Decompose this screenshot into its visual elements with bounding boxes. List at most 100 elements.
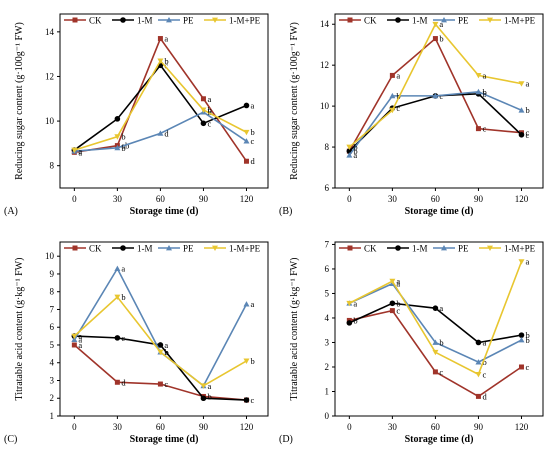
plot-frame [334,13,544,189]
y-axis-label: Titratable acid content (g·kg⁻¹ FW) [14,258,25,401]
legend-marker [487,17,493,23]
significance-label: a [525,257,529,267]
significance-label: a [396,276,400,286]
significance-label: b [353,142,357,152]
significance-label: a [482,70,486,80]
legend-label: CK [364,244,377,254]
y-tick-label: 8 [50,287,55,297]
significance-label: c [525,128,529,138]
data-point [200,395,207,402]
y-tick-label: 2 [50,393,55,403]
y-tick-label: 8 [50,161,55,171]
legend-marker [120,17,126,23]
significance-label: d [250,156,255,166]
significance-label: d [482,391,487,401]
legend-label: 1-M [412,16,428,26]
data-point [71,336,78,343]
significance-label: b [353,146,357,156]
data-point [432,21,439,28]
significance-label: a [121,264,125,274]
significance-label: b [525,335,529,345]
legend-marker [72,245,78,251]
significance-label: b [121,143,125,153]
legend-label: PE [183,244,194,254]
data-point [475,371,482,378]
significance-label: d [121,377,126,387]
x-tick-label: 90 [474,194,484,204]
y-tick-label: 6 [325,183,330,193]
data-point [389,72,395,78]
plot-frame [59,13,269,189]
panel-label: (A) [4,206,18,217]
data-point [243,397,250,403]
significance-label: b [396,298,400,308]
legend-label: 1-M+PE [229,16,261,26]
data-point [518,107,525,113]
significance-label: a [207,94,211,104]
legend-marker [441,245,447,251]
significance-label: c [250,395,254,405]
legend-label: 1-M [137,244,153,254]
series-line [348,22,522,148]
data-point [518,81,525,87]
data-point [475,88,482,95]
significance-label: a [525,79,529,89]
series-line [74,59,247,151]
series-line [348,90,522,156]
legend-marker [166,17,172,23]
data-point [200,96,206,102]
significance-label: a [250,299,254,309]
data-point [71,147,78,154]
significance-label: a [250,100,254,110]
data-point [432,36,438,42]
data-point [389,308,395,314]
significance-label: b [525,105,529,115]
data-point [200,383,207,389]
significance-label: a [439,303,443,313]
data-point [346,300,353,307]
significance-label: c [439,367,443,377]
significance-label: b [482,357,486,367]
legend-label: 1-M+PE [504,244,536,254]
data-point [157,58,164,64]
significance-label: b [164,56,168,66]
chart-c: 0 30 60 90 120 1 2 3 4 5 6 7 8 9 10 Storage time (d) Tit… [4,241,269,445]
data-point [71,342,77,348]
significance-label: b [121,132,125,142]
significance-label: a [78,146,82,156]
data-point [243,102,250,109]
y-tick-label: 6 [325,264,330,274]
data-point [518,364,524,370]
significance-label: c [482,124,486,134]
y-axis-label: Reducing sugar content (g·100g⁻¹ FW) [289,22,300,180]
significance-label: a [482,337,486,347]
chart-d: 0 30 60 90 120 0 1 2 3 4 5 6 7 Storage time (d) Titrat… [279,239,544,445]
legend-label: PE [458,244,469,254]
significance-label: b [164,347,168,357]
x-tick-label: 0 [347,194,352,204]
panel-label: (D) [279,434,293,445]
x-tick-label: 120 [240,422,254,432]
x-tick-label: 120 [515,194,529,204]
y-tick-label: 14 [45,27,55,37]
significance-label: b [164,347,168,357]
data-point [475,73,482,79]
significance-label: a [396,70,400,80]
x-axis-label: Storage time (d) [405,434,474,445]
significance-label: b [396,91,400,101]
significance-label: a [353,298,357,308]
y-tick-label: 8 [325,142,330,152]
legend-marker [166,245,172,251]
legend-label: CK [364,16,377,26]
data-point [157,36,163,42]
data-point [157,130,164,136]
legend-marker [487,245,493,251]
significance-label: b [207,105,211,115]
significance-label: a [353,150,357,160]
legend-label: CK [89,16,102,26]
significance-label: a [78,331,82,341]
data-point [346,144,353,151]
legend-marker [72,17,78,23]
y-axis-label: Titratable acid content (g·kg⁻¹ FW) [289,258,300,401]
y-tick-label: 12 [45,71,54,81]
